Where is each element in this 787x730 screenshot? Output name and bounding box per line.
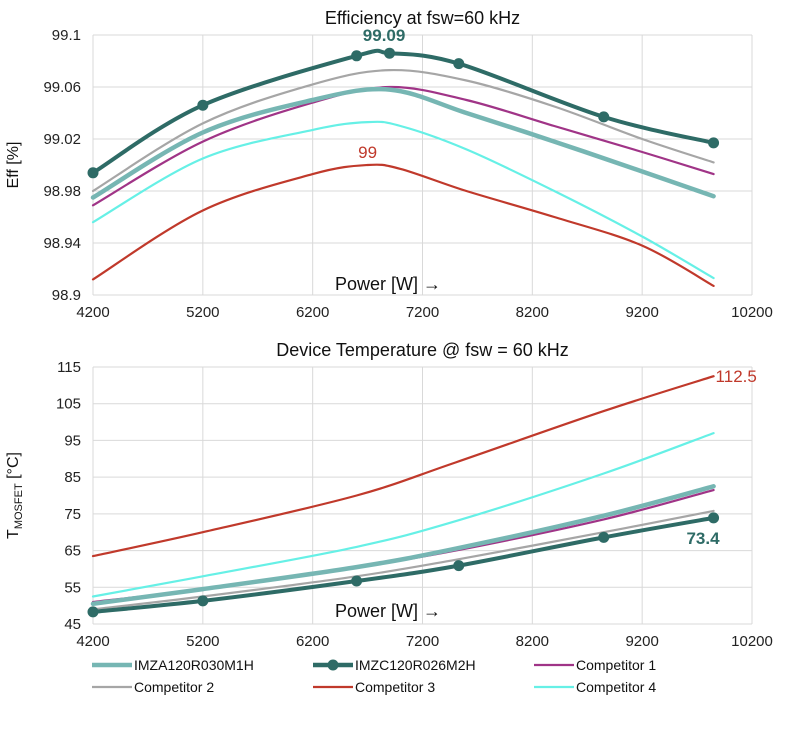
data-point-marker [708, 512, 720, 524]
series-line-imza120r030m1h [90, 484, 716, 607]
y-tick-label: 95 [64, 432, 81, 449]
data-label: 73.4 [686, 529, 720, 548]
x-tick-label: 7200 [406, 633, 439, 650]
x-tick-label: 5200 [186, 304, 219, 321]
x-tick-label: 8200 [516, 304, 549, 321]
chart-title: Efficiency at fsw=60 kHz [325, 8, 520, 28]
series-line-competitor-1 [91, 85, 715, 207]
series-line-competitor-2 [91, 68, 715, 193]
data-point-marker [453, 560, 465, 572]
legend-marker [327, 659, 339, 671]
x-tick-label: 8200 [516, 633, 549, 650]
y-tick-label: 85 [64, 469, 81, 486]
y-tick-label: 98.94 [43, 235, 81, 252]
legend-label: IMZA120R030M1H [134, 657, 254, 673]
x-tick-label: 9200 [625, 633, 658, 650]
x-tick-label: 6200 [296, 633, 329, 650]
data-point-marker [598, 531, 610, 543]
y-tick-label: 65 [64, 543, 81, 560]
data-point-marker [708, 137, 720, 149]
series-line-competitor-3 [91, 163, 715, 287]
data-point-marker [453, 58, 465, 70]
series-line-imzc120r026m2h [91, 515, 716, 614]
y-tick-label: 99.02 [43, 131, 81, 148]
y-axis-label: TMOSFET [°C] [5, 452, 25, 539]
x-tick-label: 4200 [76, 633, 109, 650]
x-tick-label: 5200 [186, 633, 219, 650]
x-tick-label: 9200 [625, 304, 658, 321]
data-point-marker [598, 111, 610, 123]
series-line-imzc120r026m2h [91, 48, 716, 175]
data-label: 99 [358, 143, 377, 162]
legend: IMZA120R030M1H IMZC120R026M2H Competitor 1… [92, 657, 656, 695]
series-line-competitor-2 [91, 509, 715, 611]
y-tick-label: 115 [57, 359, 81, 376]
x-tick-label: 7200 [406, 304, 439, 321]
y-tick-label: 105 [56, 396, 81, 413]
data-point-marker [197, 595, 209, 607]
y-axis-label-main: T [5, 529, 22, 539]
y-tick-label: 98.9 [52, 287, 81, 304]
y-axis-label-subscript: MOSFET [13, 483, 25, 529]
y-tick-label: 55 [64, 579, 81, 596]
y-tick-label: 75 [64, 506, 81, 523]
legend-label: IMZC120R026M2H [355, 657, 476, 673]
chart-panel-1: 4200 5200 6200 7200 8200 9200 10200 98.9 98.94 98… [5, 8, 773, 321]
y-tick-label: 98.98 [43, 183, 81, 200]
chart-title: Device Temperature @ fsw = 60 kHz [276, 340, 569, 360]
data-label: 99.09 [363, 26, 406, 45]
x-tick-label: 10200 [731, 633, 773, 650]
y-tick-label: 99.06 [43, 79, 81, 96]
data-point-marker [197, 99, 209, 111]
x-axis-label: Power [W] → [335, 601, 441, 621]
x-tick-label: 10200 [731, 304, 773, 321]
series-line-imza120r030m1h [90, 86, 716, 200]
legend-label: Competitor 3 [355, 679, 435, 695]
series-line-competitor-3 [91, 375, 715, 558]
x-tick-label: 6200 [296, 304, 329, 321]
x-tick-label: 4200 [76, 304, 109, 321]
data-point-marker [87, 606, 99, 618]
y-tick-label: 45 [64, 616, 81, 633]
legend-label: Competitor 1 [576, 657, 656, 673]
data-point-marker [351, 50, 363, 62]
legend-label: Competitor 4 [576, 679, 656, 695]
chart-panel-2: 4200 5200 6200 7200 8200 9200 10200 45 55 65 75 85 9… [5, 340, 773, 650]
y-axis-label-unit: [°C] [5, 452, 22, 483]
series-line-competitor-1 [91, 488, 715, 604]
data-label: 112.5 [716, 367, 757, 386]
data-point-marker [87, 167, 99, 179]
series-line-competitor-4 [91, 432, 715, 598]
x-axis-label: Power [W] → [335, 274, 441, 294]
series-line-competitor-4 [91, 120, 715, 280]
y-axis-label: Eff [%] [5, 142, 22, 189]
y-tick-label: 99.1 [52, 27, 81, 44]
legend-label: Competitor 2 [134, 679, 214, 695]
data-point-marker [384, 47, 396, 59]
data-point-marker [351, 575, 363, 587]
